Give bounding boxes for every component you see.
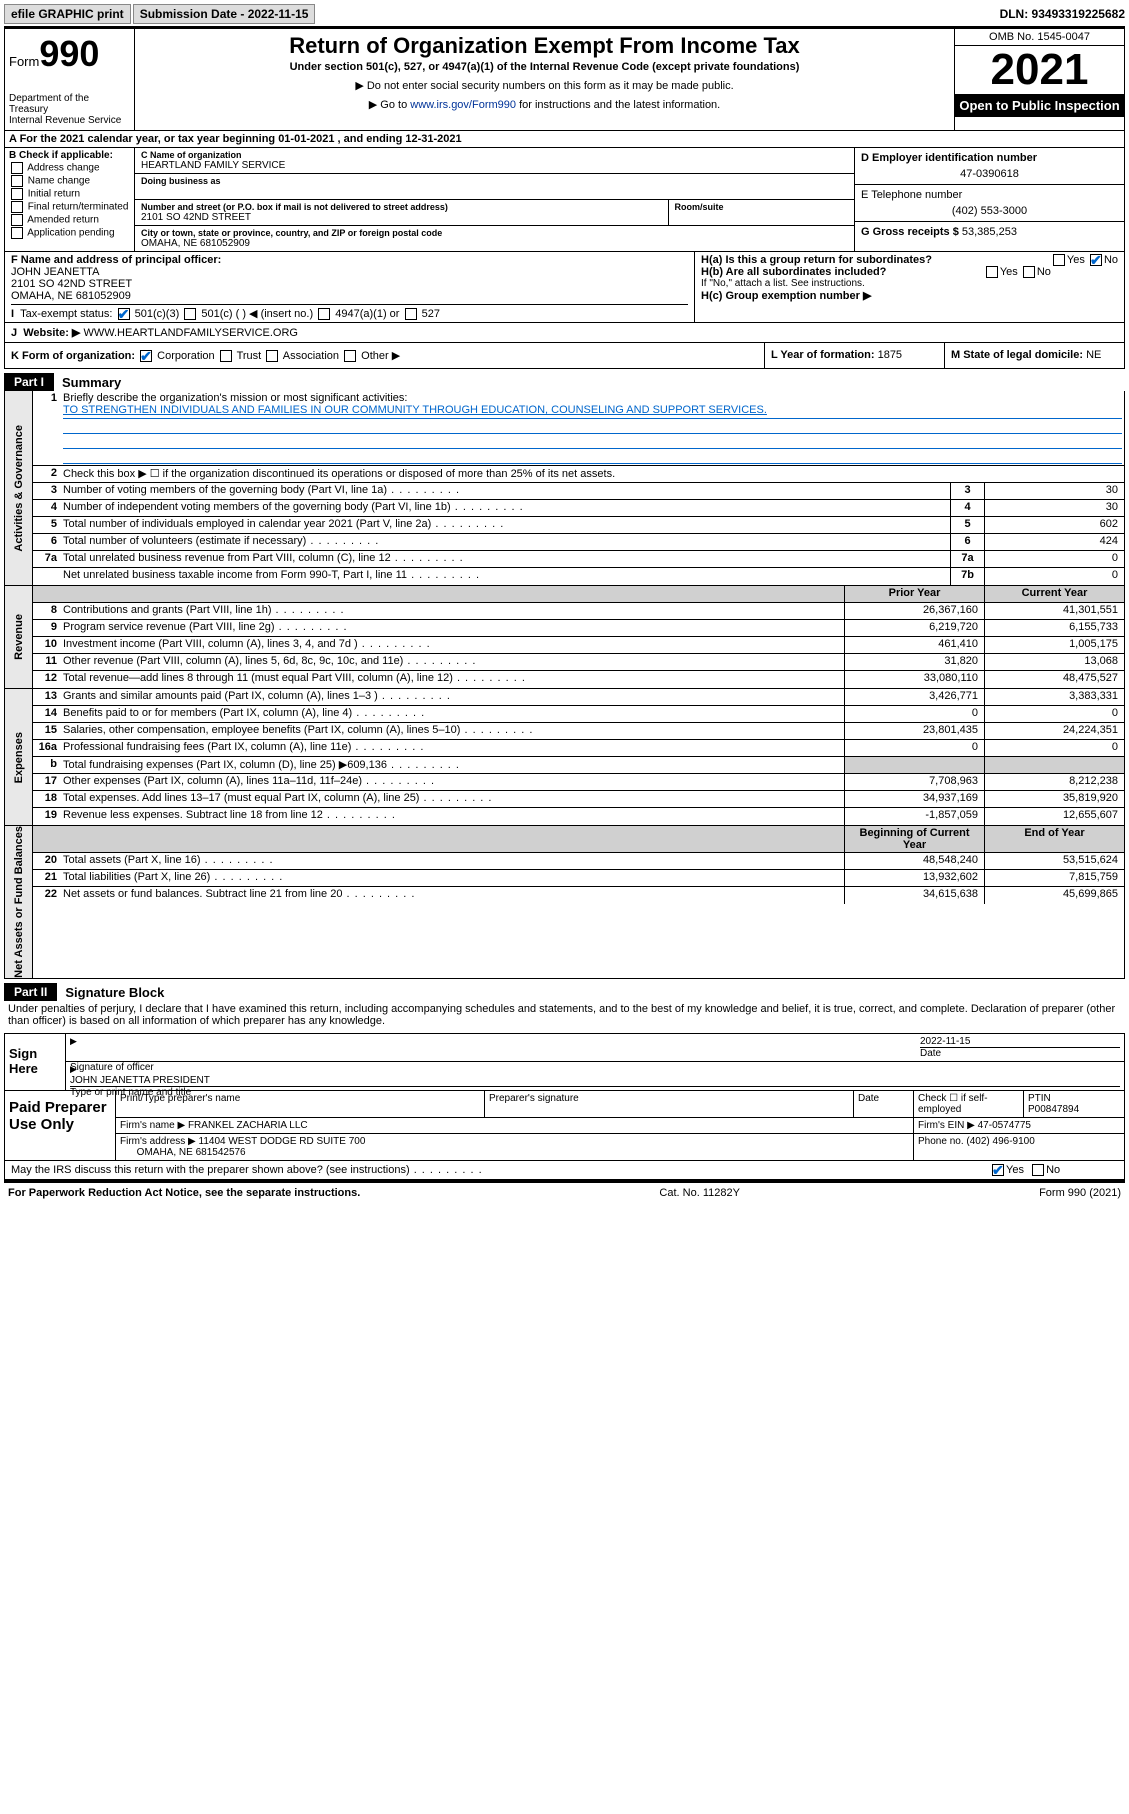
- form-header: Form990 Department of the Treasury Inter…: [4, 28, 1125, 131]
- omb-number: OMB No. 1545-0047: [955, 29, 1124, 46]
- domicile-state: NE: [1086, 349, 1101, 361]
- firm-name: FRANKEL ZACHARIA LLC: [188, 1120, 308, 1131]
- side-label-netassets: Net Assets or Fund Balances: [5, 826, 33, 978]
- page-footer: For Paperwork Reduction Act Notice, see …: [4, 1185, 1125, 1201]
- firm-ein: 47-0574775: [978, 1120, 1031, 1131]
- declaration-text: Under penalties of perjury, I declare th…: [4, 1001, 1125, 1029]
- ein: 47-0390618: [861, 168, 1118, 180]
- ptin: P00847894: [1028, 1104, 1079, 1115]
- form-subtitle: Under section 501(c), 527, or 4947(a)(1)…: [139, 61, 950, 73]
- paid-preparer-block: Paid Preparer Use Only Print/Type prepar…: [4, 1091, 1125, 1161]
- side-label-governance: Activities & Governance: [5, 391, 33, 585]
- website[interactable]: WWW.HEARTLANDFAMILYSERVICE.ORG: [83, 327, 298, 339]
- org-name: HEARTLAND FAMILY SERVICE: [141, 160, 848, 171]
- gross-receipts: 53,385,253: [962, 226, 1017, 238]
- phone: (402) 553-3000: [861, 205, 1118, 217]
- irs-link[interactable]: www.irs.gov/Form990: [410, 99, 516, 111]
- form-title: Return of Organization Exempt From Incom…: [139, 33, 950, 59]
- form-note1: ▶ Do not enter social security numbers o…: [139, 79, 950, 92]
- sign-here-block: Sign Here Signature of officer 2022-11-1…: [4, 1033, 1125, 1091]
- officer-name: JOHN JEANETTA: [11, 266, 688, 278]
- info-grid: B Check if applicable: Address change Na…: [4, 148, 1125, 252]
- row-j: J Website: ▶ WWW.HEARTLANDFAMILYSERVICE.…: [4, 323, 1125, 343]
- col-b: B Check if applicable: Address change Na…: [5, 148, 135, 251]
- line-a: A For the 2021 calendar year, or tax yea…: [4, 131, 1125, 148]
- year-formation: 1875: [878, 349, 902, 361]
- row-k: K Form of organization: Corporation Trus…: [4, 343, 1125, 369]
- part1-header: Part I Summary: [4, 373, 1125, 391]
- part2-header: Part II Signature Block: [4, 983, 1125, 1001]
- org-city: OMAHA, NE 681052909: [141, 238, 848, 249]
- tax-year: 2021: [955, 46, 1124, 94]
- form-number: Form990: [9, 33, 130, 75]
- mission-text: TO STRENGTHEN INDIVIDUALS AND FAMILIES I…: [63, 404, 1122, 419]
- form-note2: ▶ Go to www.irs.gov/Form990 for instruct…: [139, 98, 950, 111]
- submission-date: Submission Date - 2022-11-15: [133, 4, 316, 24]
- open-public-badge: Open to Public Inspection: [955, 94, 1124, 117]
- dept-treasury: Department of the Treasury Internal Reve…: [9, 93, 130, 126]
- top-bar: efile GRAPHIC print Submission Date - 20…: [4, 4, 1125, 28]
- org-address: 2101 SO 42ND STREET: [141, 212, 662, 223]
- officer-sig-name: JOHN JEANETTA PRESIDENT: [70, 1075, 1120, 1086]
- row-f-h: F Name and address of principal officer:…: [4, 252, 1125, 323]
- efile-print-button[interactable]: efile GRAPHIC print: [4, 4, 131, 24]
- side-label-expenses: Expenses: [5, 689, 33, 825]
- dln: DLN: 93493319225682: [1000, 7, 1125, 21]
- discuss-row: May the IRS discuss this return with the…: [4, 1161, 1125, 1180]
- side-label-revenue: Revenue: [5, 586, 33, 688]
- firm-phone: (402) 496-9100: [966, 1136, 1034, 1147]
